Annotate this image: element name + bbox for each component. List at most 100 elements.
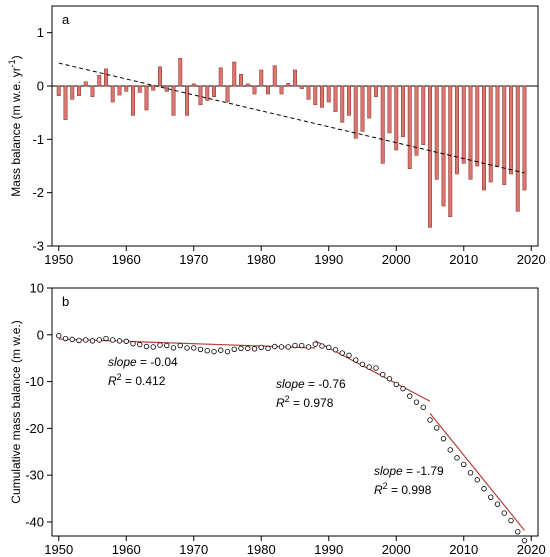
panel-b-frame <box>51 287 539 537</box>
panel-b-x-tick-label: 1950 <box>44 542 73 557</box>
panel-b-x-tick-label: 1980 <box>247 542 276 557</box>
mass-balance-bar <box>77 85 81 96</box>
panel-a-y-axis-label: Mass balance (m w.e. yr-1) <box>7 55 23 196</box>
mass-balance-bar <box>63 85 68 120</box>
mass-balance-bar <box>401 85 405 137</box>
mass-balance-bar <box>326 85 331 103</box>
panel-a-y-axis-label-tail: ) <box>9 55 23 59</box>
cumulative-point <box>339 350 345 356</box>
mass-balance-bar <box>421 85 426 145</box>
cumulative-point <box>312 341 318 347</box>
cumulative-point <box>197 346 204 352</box>
mass-balance-bar <box>515 85 520 212</box>
cumulative-point <box>508 517 514 524</box>
mass-balance-bar <box>151 85 156 91</box>
mass-balance-bar <box>171 85 176 116</box>
cumulative-point <box>204 348 210 354</box>
cumulative-point <box>440 435 447 442</box>
cumulative-point <box>83 337 89 343</box>
mass-balance-bar <box>178 57 183 87</box>
mass-balance-bar <box>434 85 439 180</box>
annotation-3-slope-label: slope <box>374 464 403 478</box>
panel-a-y-axis-label-text: Mass balance (m w.e. yr <box>9 67 23 196</box>
cumulative-point <box>191 345 197 351</box>
mass-balance-bar <box>245 83 250 87</box>
mass-balance-bar <box>360 85 365 132</box>
annotation-1-r2-value: = 0.412 <box>122 374 166 388</box>
cumulative-point <box>474 477 480 483</box>
mass-balance-bar <box>205 85 210 101</box>
mass-balance-bar <box>279 85 284 95</box>
cumulative-point <box>103 335 109 342</box>
annotation-2-slope-label: slope <box>276 377 305 391</box>
cumulative-point <box>170 345 177 351</box>
panel-a-chart: a 1950 1960 1970 1980 1990 2000 2010 2020 -3 -2 -1… <box>7 5 546 267</box>
annotation-2-r2: R2 = 0.978 <box>276 394 334 410</box>
cumulative-point <box>319 343 325 349</box>
cumulative-point <box>96 337 102 343</box>
panel-b-y-tick-label: -10 <box>25 374 44 389</box>
cumulative-point <box>305 344 312 350</box>
panel-b-x-tick-label: 1960 <box>112 542 141 557</box>
mass-balance-bar <box>347 85 351 116</box>
panel-a-y-tick-label: 1 <box>37 25 44 40</box>
cumulative-point <box>386 376 393 382</box>
mass-balance-bar <box>110 85 115 103</box>
panel-a-x-tick-label: 1970 <box>179 252 208 267</box>
panel-b-y-tick-label: -40 <box>25 514 44 529</box>
mass-balance-bar <box>252 85 257 95</box>
cumulative-point <box>278 344 285 350</box>
mass-balance-bar <box>225 85 230 103</box>
mass-balance-bar <box>158 66 162 87</box>
mass-balance-bar <box>272 65 277 87</box>
mass-balance-bar <box>218 67 223 87</box>
cumulative-point <box>184 345 190 351</box>
cumulative-point <box>420 404 426 411</box>
cumulative-point <box>393 381 399 388</box>
mass-balance-bar <box>56 85 61 96</box>
cumulative-point <box>272 343 278 350</box>
mass-balance-bar <box>286 83 291 87</box>
cumulative-point <box>292 342 298 349</box>
mass-balance-bar <box>313 85 318 105</box>
mass-balance-bar <box>293 69 297 87</box>
cumulative-point <box>454 455 460 461</box>
panel-b-axes: 1950 1960 1970 1980 1990 2000 2010 2020-40-30-2… <box>25 281 546 557</box>
mass-balance-bar <box>475 85 480 167</box>
cumulative-point <box>251 346 258 352</box>
cumulative-point <box>123 338 129 345</box>
mass-balance-bar <box>502 85 507 185</box>
cumulative-point <box>407 393 413 399</box>
mass-balance-bar <box>185 85 189 116</box>
cumulative-point <box>89 338 96 344</box>
cumulative-point <box>359 361 366 367</box>
cumulative-point <box>116 338 123 344</box>
panel-a-y-tick-label: -1 <box>32 132 44 147</box>
panel-b-label: b <box>62 294 69 309</box>
panel-a-trend-line <box>58 62 525 174</box>
cumulative-point <box>211 348 217 355</box>
panel-a-y-axis-label-sup: -1 <box>7 59 17 67</box>
annotation-1-slope-value: = -0.04 <box>137 355 178 369</box>
mass-balance-bar <box>441 85 446 207</box>
mass-balance-bar <box>70 85 75 100</box>
panel-b-y-tick-label: 10 <box>30 281 44 296</box>
cumulative-point <box>413 399 420 405</box>
annotation-1-slope-label: slope <box>108 355 137 369</box>
mass-balance-bar <box>333 85 338 112</box>
mass-balance-bar <box>414 85 419 156</box>
regression-fit-line <box>429 413 525 531</box>
mass-balance-bar <box>299 85 304 89</box>
mass-balance-bar <box>97 75 102 87</box>
mass-balance-bar <box>461 85 466 164</box>
cumulative-point <box>326 344 332 351</box>
annotation-3-r2: R2 = 0.998 <box>374 481 432 497</box>
panel-a-bars <box>56 57 527 228</box>
panel-b-x-tick-label: 1990 <box>314 542 343 557</box>
cumulative-point <box>238 345 244 352</box>
panel-b-x-tick-label: 2010 <box>449 542 478 557</box>
panel-a-x-tick-label: 1950 <box>44 252 73 267</box>
cumulative-point <box>501 510 507 516</box>
annotation-1-r2: R2 = 0.412 <box>108 372 166 388</box>
